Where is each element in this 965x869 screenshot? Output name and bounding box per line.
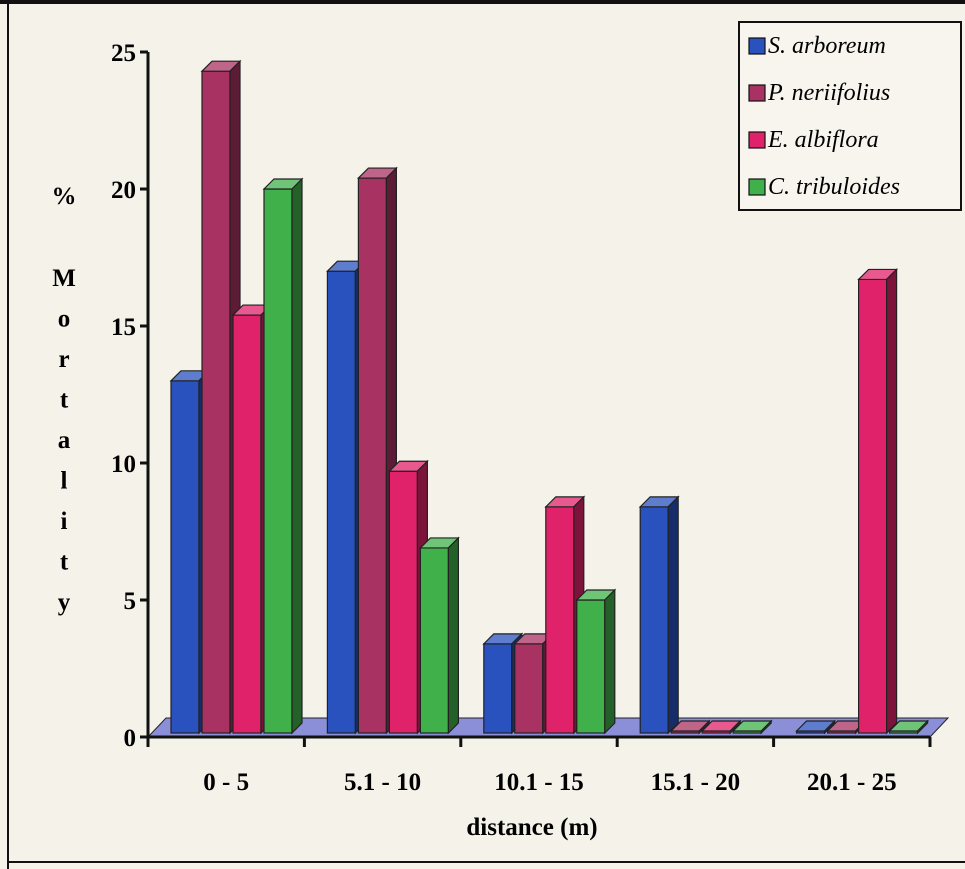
bar xyxy=(826,719,868,735)
bar-side xyxy=(916,719,929,735)
y-tick-label: 25 xyxy=(111,40,136,67)
x-tick-label: 20.1 - 25 xyxy=(807,769,897,796)
legend-swatch xyxy=(748,178,766,196)
legend-swatch xyxy=(748,131,766,149)
y-title-letter: l xyxy=(61,468,68,495)
x-tick-label: 0 - 5 xyxy=(203,769,249,796)
legend-label: E. albiflora xyxy=(767,127,879,153)
x-tick-label: 15.1 - 20 xyxy=(651,769,741,796)
bars xyxy=(169,59,930,735)
bar-front xyxy=(576,599,606,734)
y-tick-label: 5 xyxy=(124,588,137,615)
y-ticks: 0 5 10 15 20 25 xyxy=(111,40,148,752)
x-axis-title: distance (m) xyxy=(466,814,597,841)
bar xyxy=(262,177,304,735)
y-tick-label: 15 xyxy=(111,314,136,341)
y-title-letter: M xyxy=(52,265,76,292)
bar-side xyxy=(604,588,616,735)
y-title-prefix: % xyxy=(52,183,77,210)
x-tick-label: 10.1 - 15 xyxy=(494,769,584,796)
bar-front xyxy=(388,470,418,734)
y-title-letter: t xyxy=(60,387,69,414)
bar-side xyxy=(823,719,836,735)
bar-side xyxy=(698,719,710,735)
bar-front xyxy=(419,547,449,734)
y-title-letter: i xyxy=(61,508,68,535)
bar xyxy=(795,719,837,735)
y-tick-label: 10 xyxy=(111,451,136,478)
bar-front xyxy=(232,314,262,734)
bar-front xyxy=(357,177,387,734)
bar xyxy=(638,495,680,735)
y-title-letter: y xyxy=(58,589,71,616)
y-title-letter: r xyxy=(58,346,69,373)
y-title-letter: o xyxy=(58,306,71,333)
y-tick-label: 0 xyxy=(124,725,137,752)
bar-front xyxy=(857,278,888,734)
bar-front xyxy=(514,643,544,734)
legend-label: C. tribuloides xyxy=(768,174,900,200)
x-ticks: 0 - 5 5.1 - 10 10.1 - 15 15.1 - 20 20.1 - 25 xyxy=(146,737,932,796)
bar-front xyxy=(545,506,575,734)
bar-front xyxy=(639,506,669,734)
x-tick-label: 5.1 - 10 xyxy=(344,769,421,796)
y-title-letter: t xyxy=(60,549,69,576)
bar-front xyxy=(483,643,513,734)
legend-label: P. neriifolius xyxy=(767,80,890,106)
legend: S. arboreum P. neriifolius E. albiflora C. … xyxy=(738,21,962,211)
bar-side xyxy=(667,495,679,735)
bar-front xyxy=(326,270,356,734)
legend-swatch xyxy=(748,37,766,55)
bar-side xyxy=(291,177,303,735)
bar xyxy=(575,588,617,735)
bar xyxy=(418,536,460,735)
legend-box xyxy=(738,21,962,211)
bar xyxy=(700,719,742,735)
legend-swatch xyxy=(748,84,766,102)
bar xyxy=(669,719,711,735)
bar-front xyxy=(201,70,231,734)
y-title-letter: a xyxy=(58,427,71,454)
y-tick-label: 20 xyxy=(111,177,136,204)
bar xyxy=(857,267,899,735)
bar-side xyxy=(760,719,772,735)
bar xyxy=(731,719,773,735)
legend-label: S. arboreum xyxy=(768,33,886,59)
bar-side xyxy=(885,267,898,735)
bar xyxy=(888,719,930,735)
bar-front xyxy=(170,380,200,734)
bar-side xyxy=(729,719,741,735)
bar-front xyxy=(263,188,293,734)
bar-side xyxy=(447,536,459,735)
